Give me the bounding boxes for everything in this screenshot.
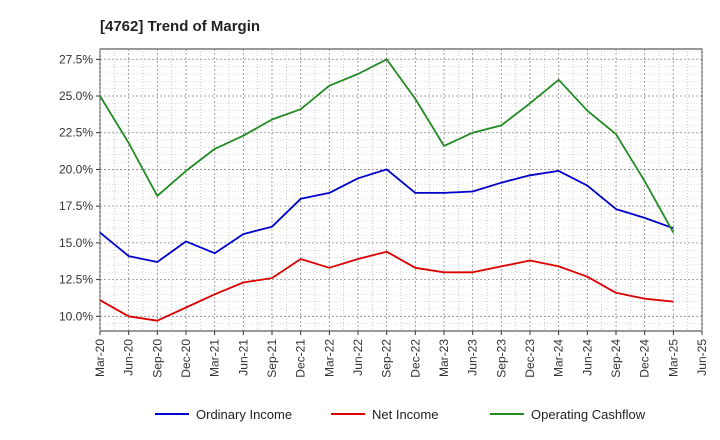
ordinary-income-legend-label: Ordinary Income	[196, 407, 292, 422]
y-tick-label: 12.5%	[59, 273, 93, 287]
operating-cashflow-line	[99, 58, 675, 234]
x-tick-label: Mar-20	[93, 339, 107, 377]
x-tick-label: Jun-23	[466, 339, 480, 376]
x-tick-label: Mar-23	[437, 339, 451, 377]
x-axis: Mar-20 Jun-20 Sep-20 Dec-20 Mar-21 Jun-21 Sep-…	[93, 331, 709, 378]
x-tick-label: Jun-25	[695, 339, 709, 376]
y-tick-label: 27.5%	[59, 52, 93, 66]
x-tick-label: Sep-20	[150, 339, 164, 378]
y-tick-label: 10.0%	[59, 309, 93, 323]
series-lines	[99, 58, 675, 322]
x-tick-label: Sep-23	[494, 339, 508, 378]
y-axis: 10.0% 12.5% 15.0% 17.5% 20.0% 22.5% 25.0% 27.5%	[59, 52, 100, 323]
x-tick-label: Sep-21	[265, 339, 279, 378]
operating-cashflow-legend-label: Operating Cashflow	[531, 407, 646, 422]
y-tick-label: 22.5%	[59, 126, 93, 140]
x-tick-label: Dec-24	[638, 339, 652, 378]
x-tick-label: Mar-21	[208, 339, 222, 377]
net-income-legend-label: Net Income	[372, 407, 438, 422]
x-tick-label: Mar-25	[666, 339, 680, 377]
y-tick-label: 17.5%	[59, 199, 93, 213]
x-tick-label: Jun-20	[122, 339, 136, 376]
y-tick-label: 20.0%	[59, 162, 93, 176]
x-tick-label: Dec-20	[179, 339, 193, 378]
y-tick-label: 25.0%	[59, 89, 93, 103]
x-tick-label: Dec-23	[523, 339, 537, 378]
net-income-line	[99, 250, 674, 322]
x-tick-label: Jun-22	[351, 339, 365, 376]
x-tick-label: Dec-21	[294, 339, 308, 378]
x-tick-label: Sep-22	[380, 339, 394, 378]
x-tick-label: Mar-24	[552, 339, 566, 377]
x-tick-label: Sep-24	[609, 339, 623, 378]
x-tick-label: Jun-24	[580, 339, 594, 376]
legend: Ordinary Income Net Income Operating Cashf…	[155, 407, 646, 422]
x-tick-label: Dec-22	[408, 339, 422, 378]
x-tick-label: Mar-22	[322, 339, 336, 377]
y-tick-label: 15.0%	[59, 236, 93, 250]
ordinary-income-line	[99, 168, 674, 263]
chart-title: [4762] Trend of Margin	[100, 18, 260, 35]
x-tick-label: Jun-21	[236, 339, 250, 376]
gridlines	[99, 49, 703, 331]
